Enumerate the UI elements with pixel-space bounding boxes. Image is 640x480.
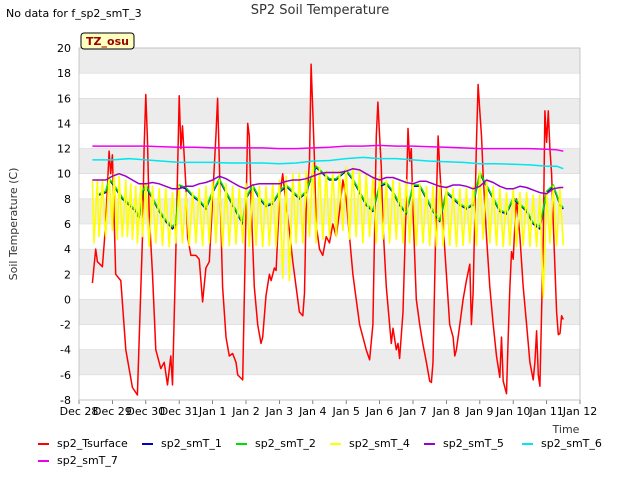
legend-item-sp2_smT_1: sp2_smT_1 [142, 437, 222, 451]
grid-band [79, 299, 580, 325]
series-line-sp2_smT_6 [92, 156, 564, 170]
legend-item-sp2_smT_5: sp2_smT_5 [424, 437, 504, 451]
y-tick-label: 12 [57, 143, 71, 156]
legend-swatch [38, 460, 49, 462]
y-tick-label: -6 [60, 369, 71, 382]
y-tick-label: 6 [64, 218, 71, 231]
x-tick-label: Jan 3 [265, 405, 293, 418]
legend-label: sp2_smT_4 [349, 437, 410, 450]
x-tick-label: Jan 8 [432, 405, 460, 418]
legend-swatch [330, 443, 341, 445]
y-tick-label: 10 [57, 168, 71, 181]
x-tick-label: Dec 29 [93, 405, 132, 418]
legend-label: sp2_Tsurface [57, 437, 128, 450]
y-tick-label: 20 [57, 42, 71, 55]
series-line-sp2_smT_5 [92, 167, 564, 195]
legend-swatch [236, 443, 247, 445]
y-tick-label: -2 [60, 319, 71, 332]
x-tick-label: Jan 9 [465, 405, 493, 418]
legend-label: sp2_smT_1 [161, 437, 222, 450]
timezone-badge [80, 32, 135, 50]
grid-band [79, 249, 580, 275]
grid-band [79, 349, 580, 375]
y-tick-label: -4 [60, 344, 71, 357]
y-axis-label: Soil Temperature (C) [7, 168, 20, 281]
x-tick-label: Dec 30 [126, 405, 165, 418]
x-tick-label: Dec 31 [160, 405, 199, 418]
x-tick-label: Jan 7 [398, 405, 426, 418]
x-tick-label: Jan 10 [495, 405, 530, 418]
y-tick-label: 16 [57, 92, 71, 105]
legend-label: sp2_smT_6 [541, 437, 602, 450]
legend-swatch [142, 443, 153, 445]
x-tick-label: Jan 5 [331, 405, 359, 418]
series-line-sp2_smT_4 [91, 162, 565, 298]
y-tick-label: 14 [57, 117, 71, 130]
x-tick-label: Jan 2 [231, 405, 259, 418]
legend-swatch [424, 443, 435, 445]
legend-item-sp2_smT_2: sp2_smT_2 [236, 437, 316, 451]
legend-label: sp2_smT_2 [255, 437, 316, 450]
x-tick-label: Jan 6 [365, 405, 393, 418]
legend-item-sp2_smT_4: sp2_smT_4 [330, 437, 410, 451]
timezone-badge-label: TZ_osu [86, 35, 129, 48]
plot-frame [78, 47, 581, 401]
y-tick-label: 2 [64, 268, 71, 281]
x-tick-label: Dec 28 [60, 405, 99, 418]
legend-swatch [38, 443, 49, 445]
y-tick-label: 4 [64, 243, 71, 256]
x-tick-label: Jan 11 [528, 405, 563, 418]
legend-label: sp2_smT_7 [57, 454, 118, 467]
x-tick-label: Jan 1 [198, 405, 226, 418]
x-tick-label: Jan 12 [562, 405, 597, 418]
chart-title: SP2 Soil Temperature [250, 3, 390, 18]
y-tick-label: 18 [57, 67, 71, 80]
grid-band [79, 98, 580, 124]
no-data-message: No data for f_sp2_smT_3 [6, 7, 142, 20]
series-line-sp2_smT_7 [92, 144, 564, 152]
y-tick-label: 8 [64, 193, 71, 206]
grid-band [79, 48, 580, 74]
x-tick-label: Jan 4 [298, 405, 326, 418]
legend-item-sp2_Tsurface: sp2_Tsurface [38, 437, 128, 451]
y-tick-label: -8 [60, 394, 71, 407]
legend-label: sp2_smT_5 [443, 437, 504, 450]
x-axis-label: Time [552, 423, 580, 436]
y-tick-label: 0 [64, 293, 71, 306]
legend-item-sp2_smT_7: sp2_smT_7 [38, 454, 118, 468]
legend-item-sp2_smT_6: sp2_smT_6 [522, 437, 602, 451]
legend-swatch [522, 443, 533, 445]
series-line-sp2_Tsurface [91, 63, 564, 396]
